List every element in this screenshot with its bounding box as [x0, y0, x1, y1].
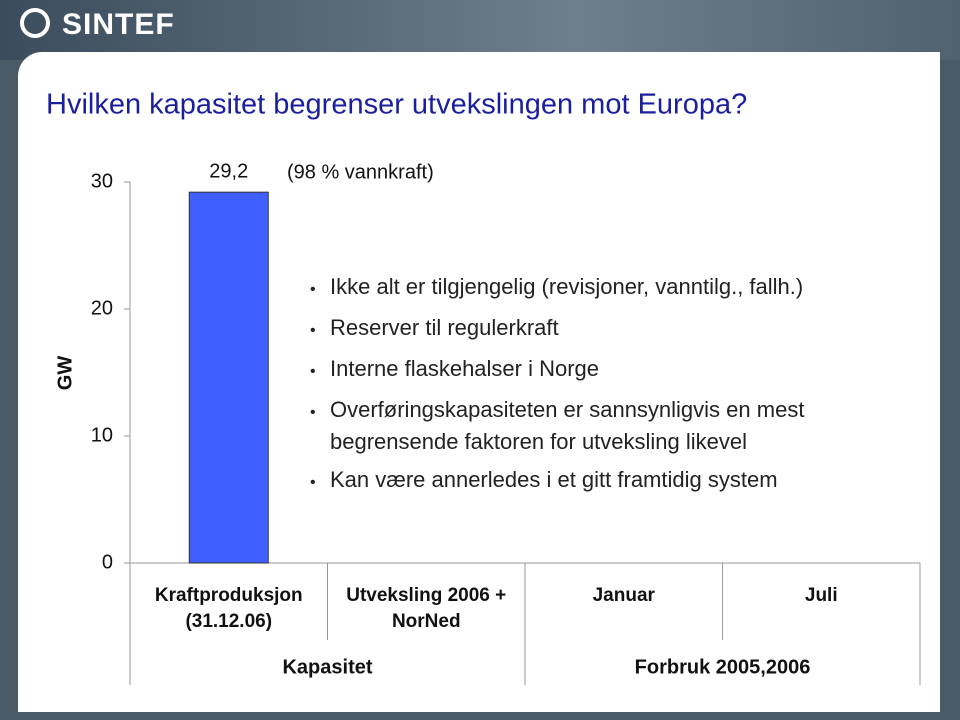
y-tick-label: 0	[102, 551, 113, 573]
x-tick-label: Januar	[592, 585, 655, 606]
value-label: 29,2	[209, 160, 248, 182]
x-tick-label: Utveksling 2006 + NorNed	[346, 585, 507, 632]
header: SINTEF	[0, 0, 960, 60]
y-tick-label: 30	[91, 170, 113, 192]
group-label: Forbruk 2005,2006	[635, 656, 811, 678]
group-label: Kapasitet	[282, 656, 372, 678]
bullet: Kan være annerledes i et gitt framtidig …	[310, 465, 885, 497]
annotation: (98 % vannkraft)	[287, 161, 434, 183]
x-tick-label: Juli	[804, 585, 838, 606]
bar	[188, 191, 269, 564]
bullet: Reserver til regulerkraft	[310, 313, 885, 345]
logo-icon	[20, 8, 50, 38]
bullet-list: Ikke alt er tilgjengelig (revisjoner, va…	[310, 272, 885, 506]
chart-title: Hvilken kapasitet begrenser utvekslingen…	[46, 89, 747, 121]
x-tick-label: Kraftproduksjon (31.12.06)	[154, 585, 303, 632]
bullet: Overføringskapasiteten er sannsynligvis …	[310, 395, 885, 456]
logo: SINTEF	[62, 8, 175, 41]
bullet: Interne flaskehalser i Norge	[310, 354, 885, 386]
y-axis-label: GW	[54, 356, 76, 391]
y-tick-label: 20	[91, 297, 113, 319]
bullet: Ikke alt er tilgjengelig (revisjoner, va…	[310, 272, 885, 304]
y-tick-label: 10	[91, 424, 113, 446]
